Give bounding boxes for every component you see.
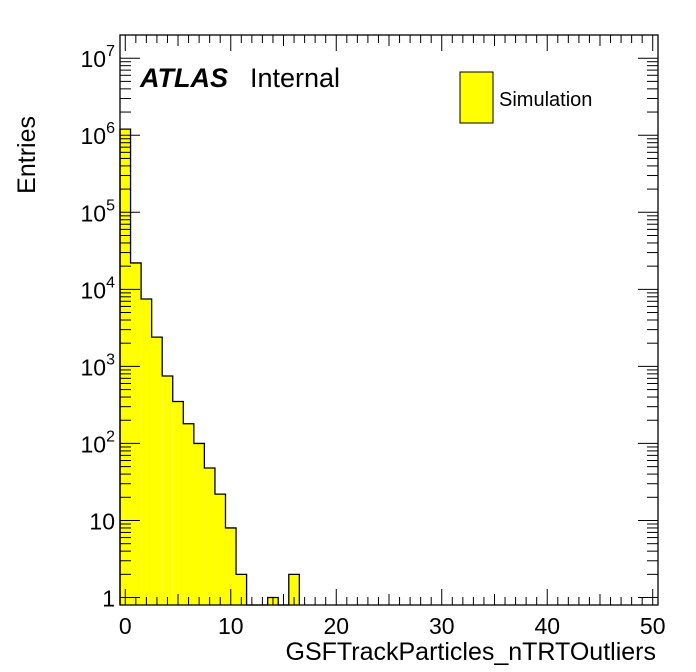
histogram-bar [183,423,194,605]
x-tick-label: 20 [323,613,349,639]
legend-swatch [459,71,494,124]
x-tick-label: 10 [218,613,244,639]
histogram-bar [120,129,131,605]
x-tick-label: 0 [119,613,132,639]
histogram-bar [204,467,215,605]
atlas-label: ATLAS [139,63,228,93]
legend: Simulation [459,71,592,124]
y-tick-labels: 1 10 102 103 104 105 106 107 [81,43,116,611]
x-tick-label: 40 [534,613,560,639]
histogram-outline [119,128,300,606]
x-axis-title: GSFTrackParticles_nTRTOutliers [286,638,656,666]
histogram-bar [288,574,300,605]
y-tick-label: 107 [81,43,116,72]
y-tick-label: 104 [81,274,116,303]
histogram-bar [130,262,142,605]
internal-label: Internal [250,63,340,93]
histogram-bar [236,574,247,605]
histogram-bar [151,337,163,605]
y-tick-label: 102 [81,428,116,457]
histogram-bar [225,527,237,605]
y-tick-label: 106 [81,120,116,149]
y-tick-label: 105 [81,197,116,226]
y-tick-label: 103 [81,351,116,380]
histogram-bar [141,298,152,605]
x-tick-label: 30 [429,613,455,639]
x-tick-labels: 0 10 20 30 40 50 [119,613,666,639]
y-tick-label: 1 [102,586,115,612]
histogram-bar [214,494,226,605]
histogram-bar [162,376,173,605]
x-tick-label: 50 [640,613,666,639]
y-axis-title: Entries [13,116,41,194]
histogram-bar [172,401,184,605]
legend-entry: Simulation [499,89,592,111]
histogram-bar [193,443,205,605]
histogram-bars [119,128,300,606]
y-tick-label: 10 [89,508,115,534]
axis-ticks [120,34,658,605]
